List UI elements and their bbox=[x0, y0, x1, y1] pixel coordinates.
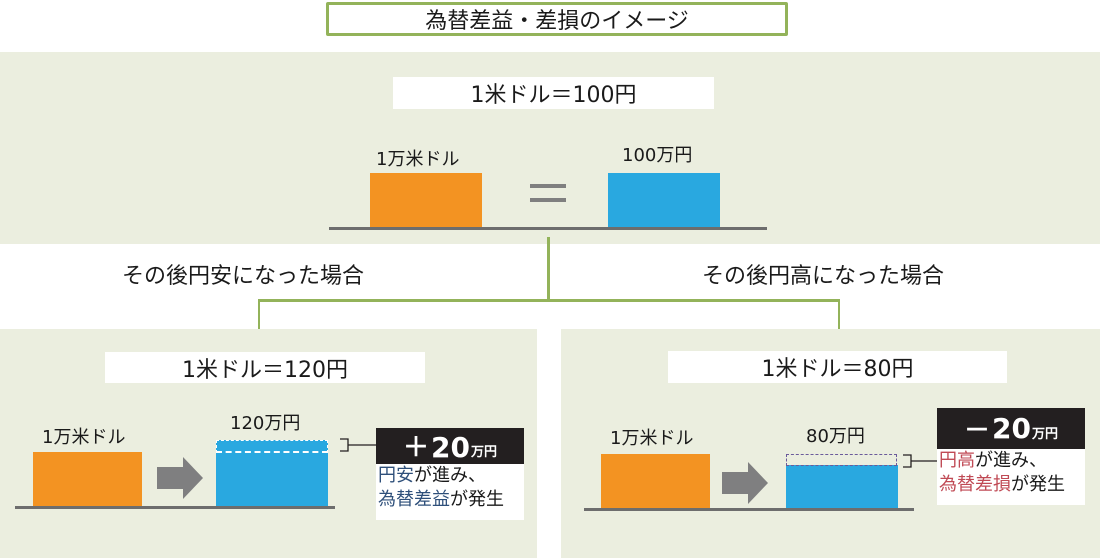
strong-yen-heading: その後円高になった場合 bbox=[702, 264, 945, 289]
note-text-1: が進み、 bbox=[414, 465, 486, 486]
strong-yen-arrow-icon bbox=[722, 462, 768, 504]
diagram-title: 為替差益・差損のイメージ bbox=[326, 2, 788, 36]
badge-unit: 万円 bbox=[470, 445, 497, 460]
note-text-2: が発生 bbox=[450, 489, 504, 510]
note-highlight-1: 円安 bbox=[378, 465, 414, 486]
strong-yen-rate-box: 1米ドル＝80円 bbox=[668, 351, 1007, 383]
badge-sign: － bbox=[964, 416, 991, 446]
weak-yen-gain-segment bbox=[216, 440, 328, 453]
connector-left-drop bbox=[258, 299, 260, 330]
title-text: 為替差益・差損のイメージ bbox=[425, 9, 689, 34]
top-usd-label: 1万米ドル bbox=[376, 149, 460, 170]
strong-yen-usd-bar bbox=[601, 454, 710, 509]
weak-yen-jpy-label: 120万円 bbox=[230, 413, 301, 434]
strong-yen-usd-label: 1万米ドル bbox=[610, 428, 694, 449]
weak-yen-usd-bar bbox=[33, 452, 142, 507]
note-highlight-1: 円高 bbox=[939, 450, 975, 471]
connector-vertical bbox=[547, 237, 550, 301]
top-jpy-label: 100万円 bbox=[622, 145, 693, 166]
weak-yen-rate-text: 1米ドル＝120円 bbox=[182, 357, 348, 383]
strong-yen-jpy-label: 80万円 bbox=[806, 426, 865, 447]
weak-yen-note: 円安が進み、 為替差益が発生 bbox=[376, 464, 524, 520]
note-highlight-2: 為替差益 bbox=[378, 489, 450, 510]
badge-value: 20 bbox=[992, 412, 1031, 445]
weak-yen-baseline bbox=[15, 506, 335, 509]
top-rate-box: 1米ドル＝100円 bbox=[393, 77, 714, 109]
strong-yen-jpy-bar bbox=[786, 465, 898, 509]
top-rate-text: 1米ドル＝100円 bbox=[470, 83, 637, 108]
weak-yen-usd-label: 1万米ドル bbox=[42, 427, 126, 448]
weak-yen-gain-badge: ＋ 20 万円 bbox=[376, 428, 524, 464]
note-text-1: が進み、 bbox=[975, 450, 1047, 471]
weak-yen-bracket-icon bbox=[340, 438, 378, 452]
badge-unit: 万円 bbox=[1031, 427, 1058, 442]
strong-yen-baseline bbox=[584, 508, 914, 511]
connector-horizontal bbox=[258, 299, 840, 302]
note-highlight-2: 為替差損 bbox=[939, 474, 1011, 495]
weak-yen-rate-box: 1米ドル＝120円 bbox=[105, 352, 425, 383]
weak-yen-heading: その後円安になった場合 bbox=[122, 264, 365, 289]
strong-yen-loss-segment bbox=[786, 454, 897, 466]
connector-right-drop bbox=[838, 299, 840, 330]
top-jpy-bar bbox=[608, 173, 720, 228]
equals-sign bbox=[530, 184, 566, 206]
badge-value: 20 bbox=[431, 431, 470, 464]
top-baseline bbox=[329, 227, 767, 230]
strong-yen-bracket-icon bbox=[903, 454, 941, 468]
top-usd-bar bbox=[370, 173, 482, 228]
badge-sign: ＋ bbox=[403, 433, 430, 463]
weak-yen-arrow-icon bbox=[157, 457, 203, 499]
strong-yen-loss-badge: － 20 万円 bbox=[937, 408, 1085, 449]
note-text-2: が発生 bbox=[1011, 474, 1065, 495]
strong-yen-rate-text: 1米ドル＝80円 bbox=[761, 357, 914, 382]
strong-yen-note: 円高が進み、 為替差損が発生 bbox=[937, 449, 1085, 505]
